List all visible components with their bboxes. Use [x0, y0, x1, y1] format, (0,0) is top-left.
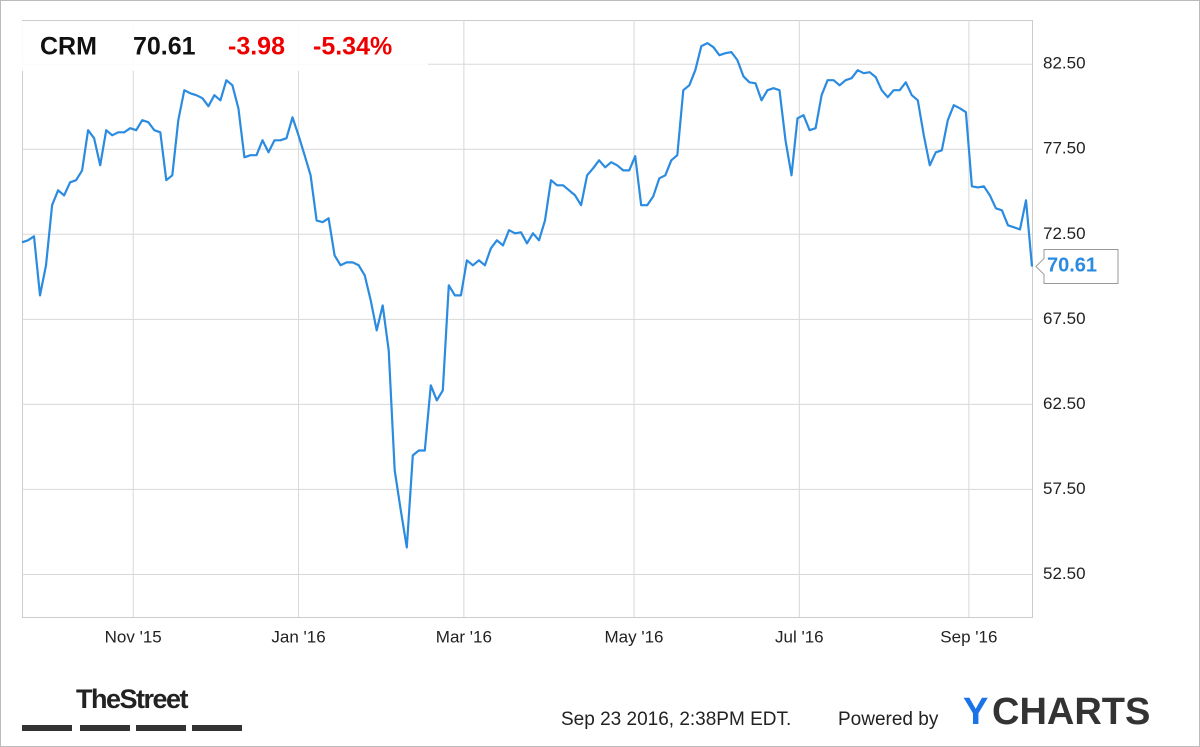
y-tick-label: 62.50: [1043, 394, 1086, 413]
logo-bar: [136, 725, 186, 731]
price-line: [21, 42, 1034, 549]
x-tick-label: Nov '15: [105, 627, 162, 646]
powered-by: Powered by: [838, 709, 939, 730]
y-tick-label: 82.50: [1043, 54, 1086, 73]
y-tick-label: 72.50: [1043, 224, 1086, 243]
x-tick-label: May '16: [605, 627, 664, 646]
x-tick-label: Jul '16: [775, 627, 824, 646]
brand-rest: CHARTS: [992, 691, 1150, 733]
last-value-label: 70.61: [1047, 255, 1097, 277]
y-tick-label: 52.50: [1043, 564, 1086, 583]
logo-bar: [192, 725, 242, 731]
last-value-box: [1035, 248, 1119, 284]
y-tick-label: 67.50: [1043, 309, 1086, 328]
change: -3.98: [228, 33, 285, 61]
source-logo: TheStreet: [76, 684, 189, 714]
logo-bar: [22, 725, 72, 731]
x-tick-label: Mar '16: [436, 627, 492, 646]
ticker: CRM: [40, 33, 97, 61]
x-tick-label: Sep '16: [940, 627, 997, 646]
y-tick-label: 77.50: [1043, 139, 1086, 158]
logo-bar: [80, 725, 130, 731]
timestamp: Sep 23 2016, 2:38PM EDT.: [561, 709, 791, 730]
y-tick-label: 57.50: [1043, 479, 1086, 498]
brand-y: Y: [963, 691, 988, 733]
header-box: [22, 21, 428, 71]
x-tick-label: Jan '16: [271, 627, 325, 646]
change-percent: -5.34%: [313, 33, 392, 61]
price: 70.61: [133, 33, 196, 61]
